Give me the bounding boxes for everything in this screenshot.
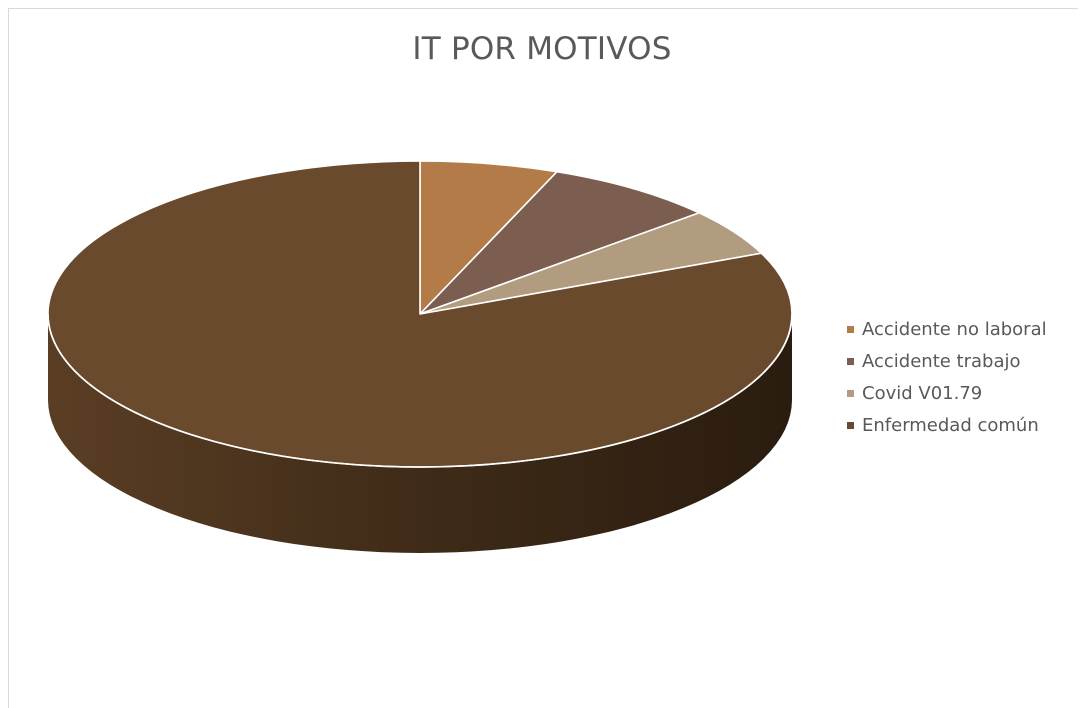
legend-swatch-accidente-trabajo xyxy=(847,357,854,365)
legend-label-covid: Covid V01.79 xyxy=(862,382,983,404)
pie-side-enfermedad-comun xyxy=(48,314,792,553)
pie-tops xyxy=(47,160,793,468)
legend: Accidente no laboral Accidente trabajo C… xyxy=(847,314,1077,442)
pie-slice-accidente-trabajo[interactable] xyxy=(419,170,700,315)
legend-swatch-covid xyxy=(847,389,854,397)
legend-item-accidente-no-laboral[interactable]: Accidente no laboral xyxy=(847,314,1077,344)
pie-slice-accidente-no-laboral[interactable] xyxy=(419,160,558,315)
legend-label-accidente-trabajo: Accidente trabajo xyxy=(862,350,1021,372)
chart-title: IT POR MOTIVOS xyxy=(412,31,672,67)
legend-swatch-accidente-no-laboral xyxy=(847,325,854,333)
legend-item-covid[interactable]: Covid V01.79 xyxy=(847,378,1077,408)
legend-label-enfermedad-comun: Enfermedad común xyxy=(862,414,1039,436)
legend-label-accidente-no-laboral: Accidente no laboral xyxy=(862,318,1047,340)
pie-sides xyxy=(48,314,792,553)
pie-rim xyxy=(47,313,793,468)
legend-item-enfermedad-comun[interactable]: Enfermedad común xyxy=(847,410,1077,440)
legend-item-accidente-trabajo[interactable]: Accidente trabajo xyxy=(847,346,1077,376)
legend-swatch-enfermedad-comun xyxy=(847,421,854,429)
